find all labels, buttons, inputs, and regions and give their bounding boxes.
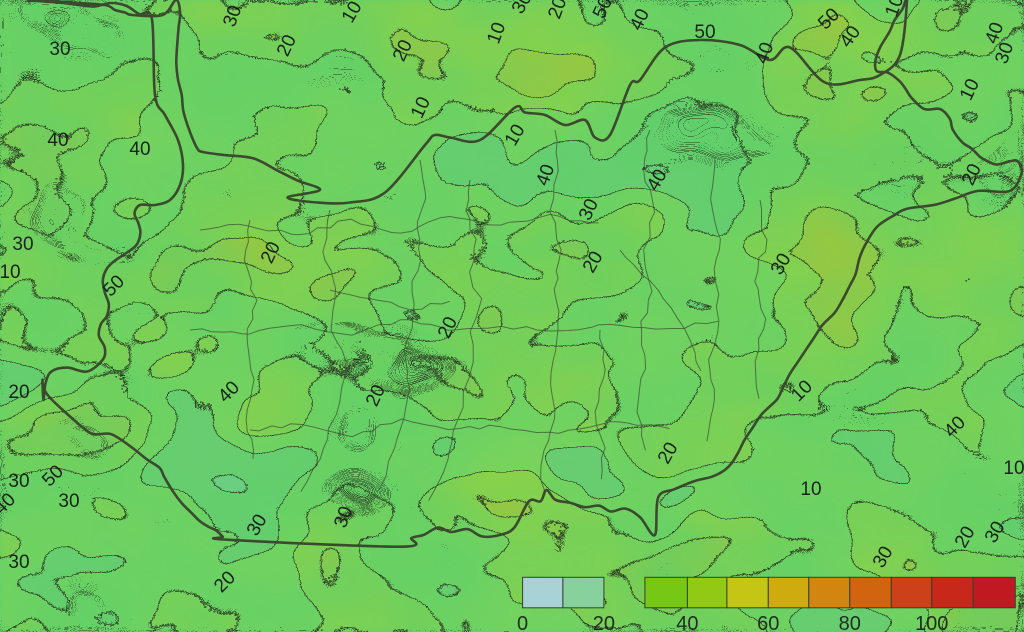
- svg-text:30: 30: [49, 39, 70, 60]
- svg-text:50: 50: [694, 22, 715, 43]
- svg-text:60: 60: [757, 613, 779, 632]
- svg-text:40: 40: [676, 613, 698, 632]
- svg-text:30: 30: [8, 471, 29, 492]
- svg-text:0: 0: [517, 613, 528, 632]
- svg-text:30: 30: [12, 234, 33, 255]
- svg-text:20: 20: [8, 382, 29, 403]
- svg-text:100: 100: [915, 613, 948, 632]
- svg-text:10: 10: [1003, 458, 1024, 479]
- svg-text:10: 10: [0, 262, 21, 283]
- svg-text:80: 80: [839, 613, 861, 632]
- svg-text:40: 40: [129, 139, 150, 160]
- svg-text:20: 20: [593, 613, 615, 632]
- svg-text:10: 10: [800, 479, 821, 500]
- svg-text:30: 30: [8, 552, 29, 573]
- svg-text:40: 40: [47, 130, 68, 151]
- svg-text:30: 30: [58, 491, 79, 512]
